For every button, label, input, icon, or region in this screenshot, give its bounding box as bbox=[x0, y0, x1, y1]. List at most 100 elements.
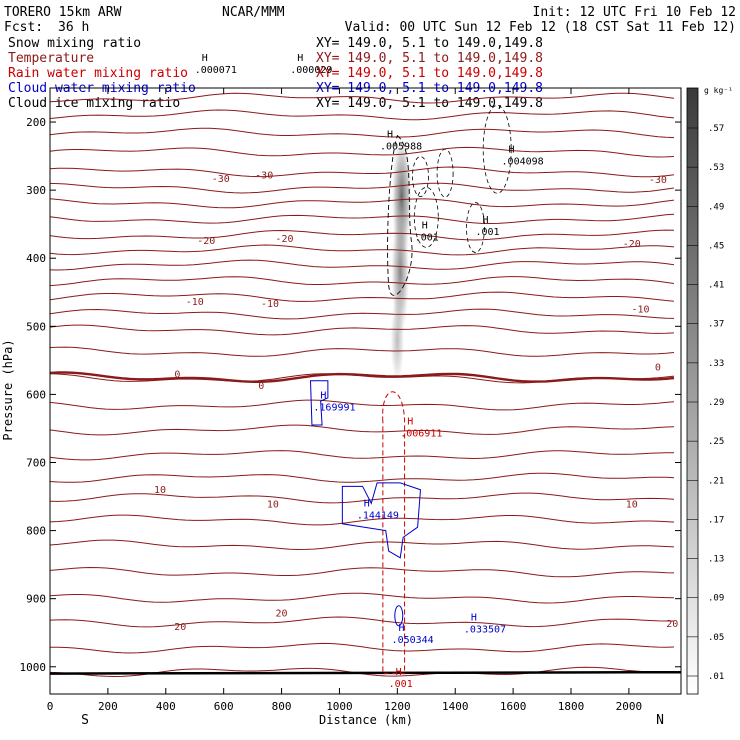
colorbar-label: .45 bbox=[708, 241, 724, 251]
colorbar-label: .33 bbox=[708, 359, 724, 369]
max-h-marker: H bbox=[471, 613, 477, 624]
plot-frame bbox=[49, 87, 682, 695]
snow-contour-main bbox=[387, 134, 413, 296]
colorbar-label: .25 bbox=[708, 437, 724, 447]
colorbar-label: .41 bbox=[708, 281, 724, 291]
max-value-label: .001 bbox=[475, 227, 499, 238]
isotherm bbox=[50, 259, 675, 271]
legend-field-name: Rain water mixing ratio bbox=[8, 66, 188, 81]
colorbar-label: .17 bbox=[708, 515, 724, 525]
y-axis-label: Pressure (hPa) bbox=[1, 339, 15, 440]
terrain-surface bbox=[50, 670, 681, 675]
temperature-label: -30 bbox=[212, 174, 230, 185]
max-h-marker: H bbox=[387, 129, 393, 140]
temperature-label: 20 bbox=[174, 622, 186, 633]
isotherm bbox=[50, 127, 675, 139]
x-tick-label: 1200 bbox=[384, 700, 411, 713]
cloud-water-contour bbox=[309, 380, 329, 426]
isotherm bbox=[50, 213, 675, 225]
temperature-label: 0 bbox=[174, 369, 180, 380]
temperature-label: -20 bbox=[623, 239, 641, 250]
isotherm bbox=[50, 346, 675, 357]
x-tick-label: 400 bbox=[156, 700, 176, 713]
isotherm bbox=[50, 166, 675, 178]
max-value-label: .001 bbox=[389, 679, 413, 690]
max-value-label: .169991 bbox=[313, 403, 355, 414]
max-value-label: .006911 bbox=[400, 429, 442, 440]
x-tick-label: 1400 bbox=[442, 700, 469, 713]
isotherm bbox=[50, 642, 675, 654]
y-tick-label: 700 bbox=[26, 456, 46, 469]
legend-field-xy: XY= 149.0, 5.1 to 149.0,149.8 bbox=[316, 96, 543, 111]
max-value-label: .000071 bbox=[195, 65, 237, 76]
x-tick-label: 0 bbox=[47, 700, 54, 713]
x-tick-label: 800 bbox=[272, 700, 292, 713]
colorbar-label: .09 bbox=[708, 594, 724, 604]
temperature-label: -20 bbox=[275, 234, 293, 245]
isotherm bbox=[50, 450, 674, 461]
colorbar-label: .29 bbox=[708, 398, 724, 408]
isotherm bbox=[50, 109, 675, 121]
isotherm bbox=[50, 182, 675, 194]
snow-contour-small bbox=[436, 148, 454, 198]
x-tick-label: 2000 bbox=[616, 700, 643, 713]
temperature-label: 10 bbox=[626, 499, 638, 510]
max-h-marker: H bbox=[364, 498, 370, 509]
y-tick-label: 600 bbox=[26, 388, 46, 401]
colorbar-label: .57 bbox=[708, 124, 724, 134]
fcst-value: 36 h bbox=[58, 20, 89, 35]
isotherm bbox=[50, 616, 674, 628]
isotherm bbox=[50, 399, 675, 411]
colorbar-label: .21 bbox=[708, 476, 724, 486]
y-tick-label: 1000 bbox=[20, 661, 47, 674]
temperature-label: -30 bbox=[255, 170, 273, 181]
isotherm bbox=[50, 276, 675, 287]
temperature-label: 10 bbox=[267, 499, 279, 510]
max-value-label: .033507 bbox=[464, 625, 506, 636]
colorbar-label: .05 bbox=[708, 633, 724, 643]
max-h-marker: H bbox=[482, 215, 488, 226]
temperature-label: 0 bbox=[258, 381, 264, 392]
isotherm bbox=[50, 492, 675, 504]
isotherm bbox=[50, 424, 675, 436]
temperature-label: 0 bbox=[655, 362, 661, 373]
ice-contour bbox=[413, 186, 439, 248]
isotherm bbox=[50, 229, 675, 241]
colorbar-unit: g kg⁻¹ bbox=[704, 86, 733, 95]
max-value-label: .005988 bbox=[380, 141, 422, 152]
legend-field-xy: XY= 149.0, 5.1 to 149.0,149.8 bbox=[316, 66, 543, 81]
y-tick-label: 200 bbox=[26, 116, 46, 129]
legend-field-name: Snow mixing ratio bbox=[8, 36, 141, 51]
snow-contour-east bbox=[482, 104, 512, 194]
temperature-label: 20 bbox=[276, 608, 288, 619]
y-tick-label: 800 bbox=[26, 525, 46, 538]
isotherm bbox=[50, 514, 675, 526]
isotherm bbox=[50, 308, 675, 320]
y-tick-label: 400 bbox=[26, 252, 46, 265]
max-value-label: .004098 bbox=[502, 156, 544, 167]
isotherm bbox=[50, 566, 675, 578]
valid-time: Valid: 00 UTC Sun 12 Feb 12 (18 CST Sat … bbox=[345, 20, 736, 35]
north-label: N bbox=[656, 713, 664, 728]
colorbar-label: .37 bbox=[708, 320, 724, 330]
colorbar-label: .13 bbox=[708, 555, 724, 565]
y-tick-label: 900 bbox=[26, 593, 46, 606]
legend-field-name: Temperature bbox=[8, 51, 94, 66]
model-title: TORERO 15km ARW bbox=[4, 5, 122, 20]
init-time: Init: 12 UTC Fri 10 Feb 12 bbox=[533, 5, 737, 20]
y-tick-label: 300 bbox=[26, 184, 46, 197]
temperature-label: 20 bbox=[666, 619, 678, 630]
legend-field-xy: XY= 149.0, 5.1 to 149.0,149.8 bbox=[316, 36, 543, 51]
temperature-label: 10 bbox=[154, 485, 166, 496]
cloud-water-contour bbox=[341, 482, 422, 559]
y-tick-label: 500 bbox=[26, 320, 46, 333]
colorbar-label: .53 bbox=[708, 163, 724, 173]
max-h-marker: H bbox=[509, 144, 515, 155]
isotherm-zero bbox=[50, 371, 675, 384]
max-value-label: .000029 bbox=[290, 65, 332, 76]
x-tick-label: 200 bbox=[98, 700, 118, 713]
snow-contour-small bbox=[412, 156, 429, 197]
isotherm bbox=[50, 539, 675, 551]
x-axis-label: Distance (km) bbox=[319, 713, 413, 727]
legend-field-xy: XY= 149.0, 5.1 to 149.0,149.8 bbox=[316, 51, 543, 66]
